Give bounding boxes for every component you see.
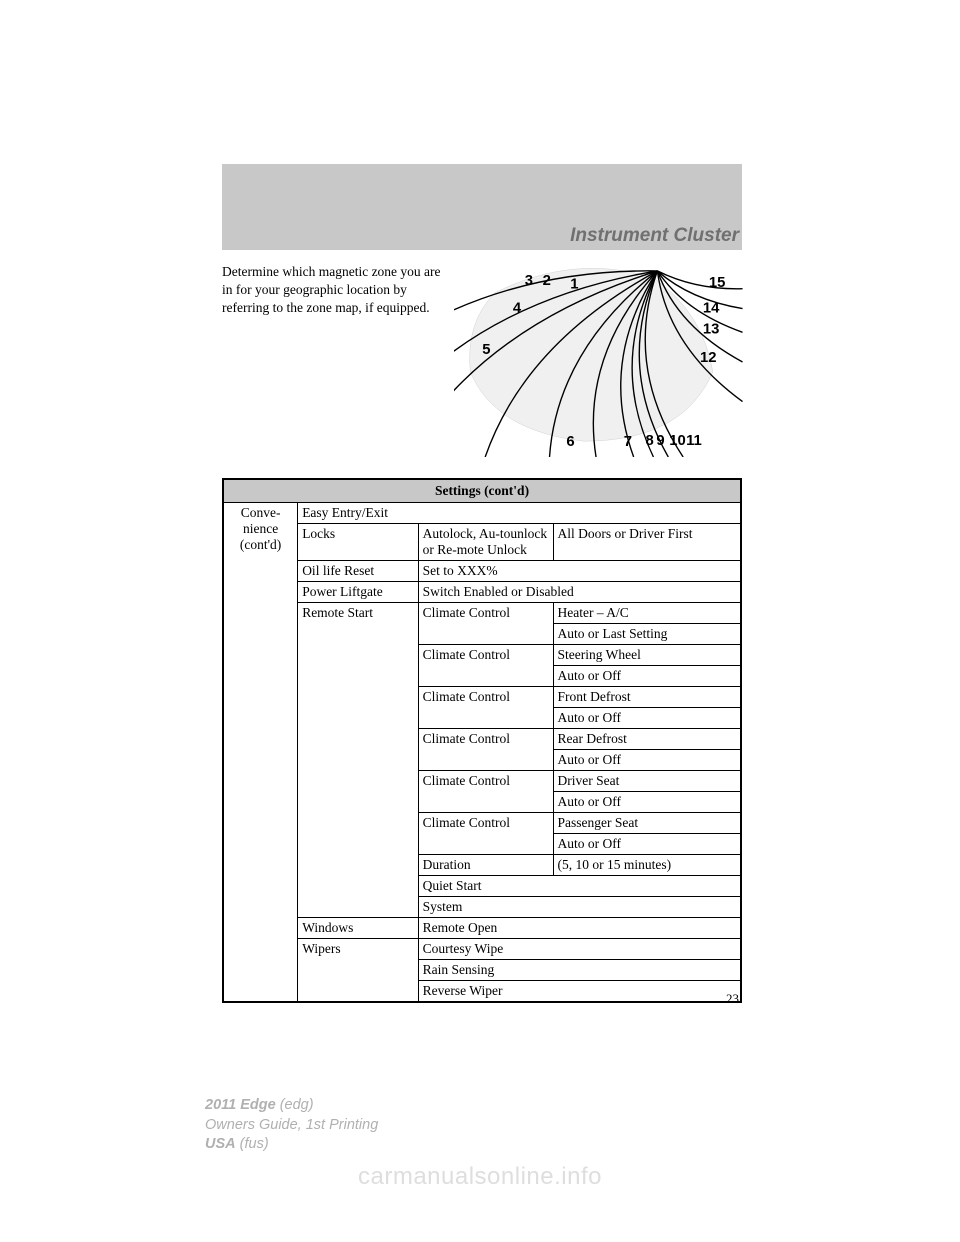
table-cell: Remote Open xyxy=(418,918,741,939)
zone-map-diagram: 123456789101112131415 xyxy=(454,263,744,457)
table-cell: Autolock, Au-tounlock or Re-mote Unlock xyxy=(418,524,553,561)
table-cell: Auto or Off xyxy=(553,666,741,687)
table-cell: Climate Control xyxy=(418,813,553,855)
table-cell: Oil life Reset xyxy=(298,561,418,582)
table-cell: Front Defrost xyxy=(553,687,741,708)
table-row: Oil life ResetSet to XXX% xyxy=(223,561,741,582)
table-cell: Power Liftgate xyxy=(298,582,418,603)
table-cell: Locks xyxy=(298,524,418,561)
svg-text:8: 8 xyxy=(646,433,654,449)
table-cell: Auto or Off xyxy=(553,792,741,813)
footer-region-code: (fus) xyxy=(236,1136,269,1152)
table-cell: Climate Control xyxy=(418,729,553,771)
table-row: WipersCourtesy Wipe xyxy=(223,939,741,960)
table-cell: Heater – A/C xyxy=(553,603,741,624)
footer-line-3: USA (fus) xyxy=(205,1135,378,1155)
page-number: 23 xyxy=(726,991,739,1007)
svg-text:7: 7 xyxy=(624,434,632,450)
table-cell: Auto or Off xyxy=(553,834,741,855)
footer-model: 2011 Edge xyxy=(205,1097,276,1113)
table-cell: Auto or Off xyxy=(553,708,741,729)
table-cell: Set to XXX% xyxy=(418,561,741,582)
svg-text:9: 9 xyxy=(656,433,664,449)
svg-text:10: 10 xyxy=(669,433,686,449)
footer-line-1: 2011 Edge (edg) xyxy=(205,1096,378,1116)
table-cell: Quiet Start xyxy=(418,876,741,897)
svg-text:5: 5 xyxy=(482,342,490,358)
table-cell: Easy Entry/Exit xyxy=(298,503,741,524)
table-cell: Driver Seat xyxy=(553,771,741,792)
footer-model-code: (edg) xyxy=(276,1097,314,1113)
table-header: Settings (cont'd) xyxy=(223,479,741,503)
intro-paragraph: Determine which magnetic zone you are in… xyxy=(222,263,452,318)
table-cell: Climate Control xyxy=(418,687,553,729)
table-cell: Windows xyxy=(298,918,418,939)
watermark: carmanualsonline.info xyxy=(0,1163,960,1191)
section-title: Instrument Cluster xyxy=(570,225,739,247)
table-cell: Rear Defrost xyxy=(553,729,741,750)
svg-text:14: 14 xyxy=(703,300,720,316)
svg-text:11: 11 xyxy=(686,433,702,449)
table-row: Conve-nience(cont'd)Easy Entry/Exit xyxy=(223,503,741,524)
table-cell: Climate Control xyxy=(418,771,553,813)
table-cell: Steering Wheel xyxy=(553,645,741,666)
table-cell: Passenger Seat xyxy=(553,813,741,834)
svg-text:3: 3 xyxy=(525,273,533,289)
table-cell: Climate Control xyxy=(418,603,553,645)
footer-line-2: Owners Guide, 1st Printing xyxy=(205,1116,378,1136)
table-cell: Auto or Off xyxy=(553,750,741,771)
table-cell: System xyxy=(418,897,741,918)
footer: 2011 Edge (edg) Owners Guide, 1st Printi… xyxy=(205,1096,378,1155)
table-cell: (5, 10 or 15 minutes) xyxy=(553,855,741,876)
table-cell: All Doors or Driver First xyxy=(553,524,741,561)
table-cell: Rain Sensing xyxy=(418,960,741,981)
svg-text:6: 6 xyxy=(566,434,574,450)
table-cell: Climate Control xyxy=(418,645,553,687)
table-cell: Reverse Wiper xyxy=(418,981,741,1003)
table-cell-category: Conve-nience(cont'd) xyxy=(223,503,298,1003)
table-cell: Switch Enabled or Disabled xyxy=(418,582,741,603)
page: Instrument Cluster Determine which magne… xyxy=(0,0,960,1242)
table-cell: Auto or Last Setting xyxy=(553,624,741,645)
svg-text:4: 4 xyxy=(513,300,522,316)
settings-table: Settings (cont'd) Conve-nience(cont'd)Ea… xyxy=(222,478,742,1003)
table-row: Remote StartClimate ControlHeater – A/C xyxy=(223,603,741,624)
svg-text:13: 13 xyxy=(703,321,719,337)
table-row: Power LiftgateSwitch Enabled or Disabled xyxy=(223,582,741,603)
table-cell: Remote Start xyxy=(298,603,418,918)
table-cell: Wipers xyxy=(298,939,418,1003)
svg-text:12: 12 xyxy=(700,350,717,366)
table-row: LocksAutolock, Au-tounlock or Re-mote Un… xyxy=(223,524,741,561)
svg-text:15: 15 xyxy=(709,275,726,291)
table-cell: Courtesy Wipe xyxy=(418,939,741,960)
svg-text:1: 1 xyxy=(570,277,578,293)
table-cell: Duration xyxy=(418,855,553,876)
table-row: WindowsRemote Open xyxy=(223,918,741,939)
svg-text:2: 2 xyxy=(543,273,551,289)
footer-region: USA xyxy=(205,1136,236,1152)
